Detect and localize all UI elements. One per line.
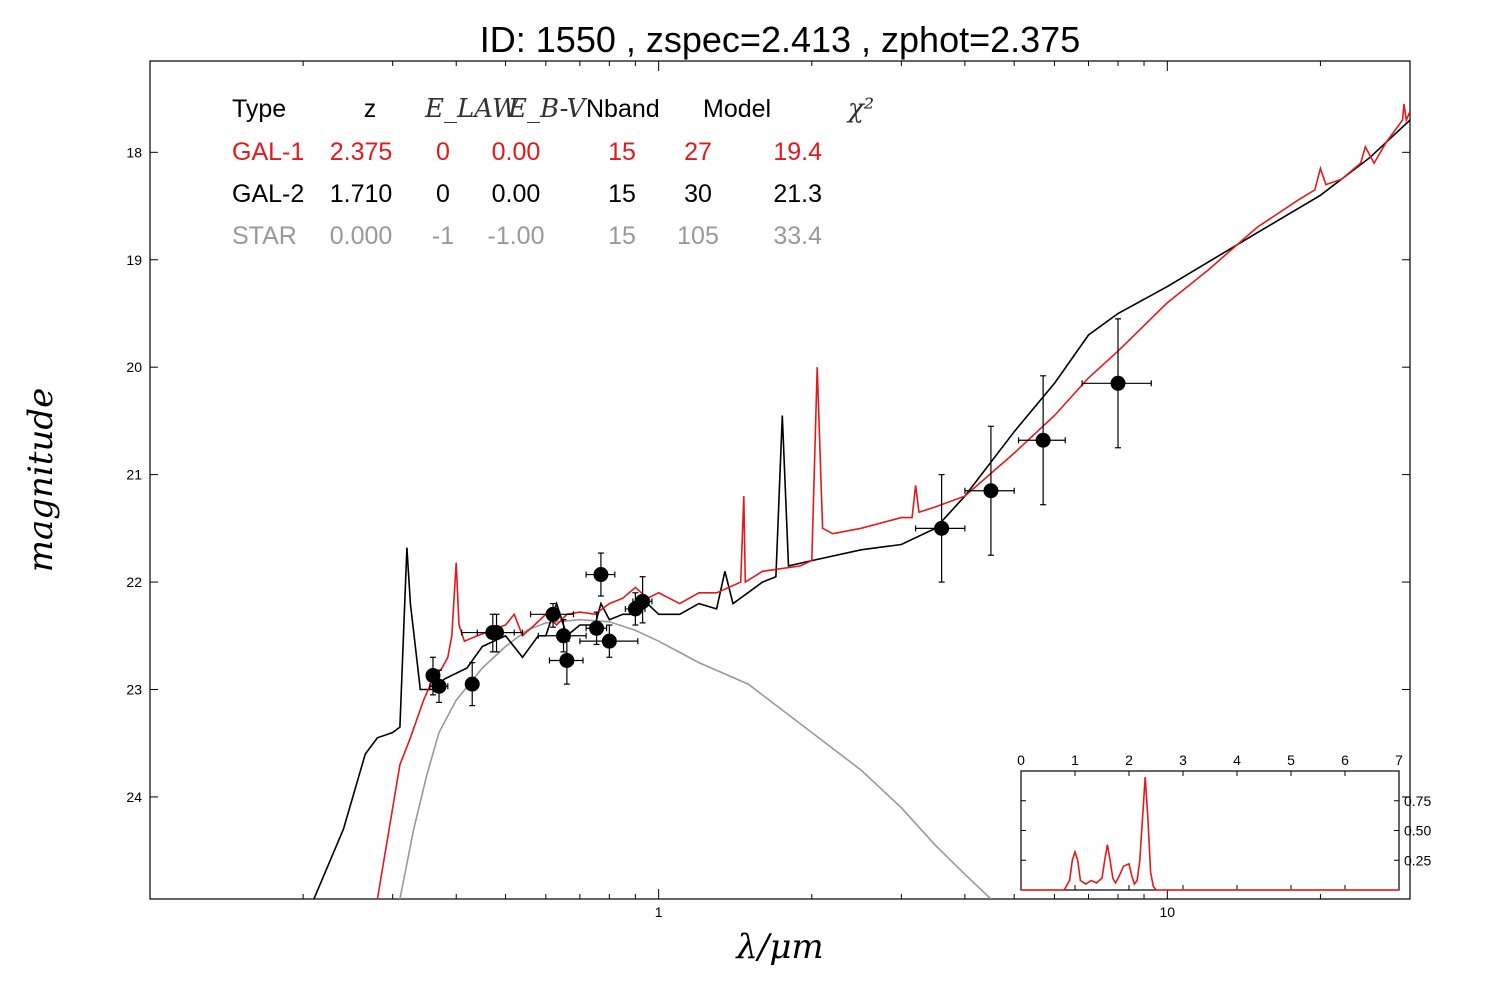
data-marker	[555, 628, 571, 644]
table-row: STAR 0.000 -1 -1.00 15 105 33.4	[232, 222, 822, 250]
photometry-point	[632, 576, 653, 624]
table-cell: 30	[684, 180, 712, 208]
table-cell: 105	[677, 222, 719, 250]
table-cell: 0.00	[492, 180, 541, 208]
table-cell: -1	[432, 222, 454, 250]
photometry-point	[429, 669, 449, 703]
y-tick-label: 24	[126, 789, 142, 805]
y-tick-label: 18	[126, 144, 142, 160]
inset-x-tick-label: 1	[1071, 752, 1079, 768]
data-marker	[593, 567, 609, 583]
chart-title: ID: 1550 , zspec=2.413 , zphot=2.375	[480, 19, 1080, 60]
inset-x-tick-label: 4	[1233, 752, 1241, 768]
table-row: GAL-2 1.710 0 0.00 15 30 21.3	[232, 180, 822, 208]
photometry-points	[425, 318, 1152, 707]
photometry-point	[915, 474, 966, 583]
inset-y-tick-label: 0.25	[1404, 852, 1431, 868]
inset-x-tick-label: 0	[1017, 752, 1025, 768]
table-cell: GAL-2	[232, 180, 304, 208]
data-marker	[464, 676, 480, 692]
photometry-point	[548, 640, 584, 685]
table-cell: 2.375	[330, 138, 393, 166]
y-tick-label: 23	[126, 682, 142, 698]
table-row: GAL-1 2.375 0 0.00 15 27 19.4	[232, 138, 822, 166]
table-cell: 21.3	[773, 180, 822, 208]
photometry-point	[529, 602, 575, 628]
table-header-z: z	[364, 95, 377, 123]
table-cell: 0	[436, 180, 450, 208]
data-marker	[545, 606, 561, 622]
table-cell: -1.00	[488, 222, 545, 250]
table-header-nband: Nband	[586, 95, 660, 123]
photometry-point	[1081, 318, 1152, 449]
y-tick-label: 20	[126, 359, 142, 375]
table-header-ebv: E_B-V	[507, 94, 587, 124]
data-marker	[489, 625, 505, 641]
series-line-gal-1	[376, 103, 1410, 899]
photometry-point	[476, 613, 515, 653]
pdz-line	[1021, 776, 1399, 891]
plot-frame	[149, 60, 1411, 900]
data-marker	[1110, 375, 1126, 391]
table-cell: 15	[608, 138, 636, 166]
inset-x-tick-label: 5	[1287, 752, 1295, 768]
photometry-point	[537, 619, 587, 653]
table-header-chi2: χ²	[846, 94, 874, 124]
inset-x-tick-label: 6	[1341, 752, 1349, 768]
photometry-point	[1017, 375, 1066, 506]
table-cell: 33.4	[773, 222, 822, 250]
y-axis-label: magnitude	[21, 388, 61, 573]
table-cell: 0.000	[330, 222, 393, 250]
table-cell: 0.00	[492, 138, 541, 166]
table-cell: GAL-1	[232, 138, 304, 166]
data-marker	[934, 520, 950, 536]
data-marker	[601, 633, 617, 649]
y-tick-label: 19	[126, 252, 142, 268]
photometry-point	[585, 611, 608, 645]
inset-y-tick-label: 0.50	[1404, 823, 1431, 839]
data-marker	[635, 593, 651, 609]
table-cell: 1.710	[330, 180, 393, 208]
inset-x-tick-label: 7	[1395, 752, 1403, 768]
x-tick-label: 1	[655, 904, 663, 920]
photometry-point	[579, 624, 639, 658]
table-header-model: Model	[703, 95, 771, 123]
data-marker	[1035, 432, 1051, 448]
table-cell: 15	[608, 222, 636, 250]
series-line-star	[399, 618, 992, 899]
table-cell: STAR	[232, 222, 297, 250]
inset-y-tick-label: 0.75	[1404, 793, 1431, 809]
data-marker	[559, 652, 575, 668]
inset-x-tick-label: 2	[1125, 752, 1133, 768]
x-tick-label: 10	[1160, 904, 1176, 920]
y-tick-label: 22	[126, 574, 142, 590]
table-header-elaw: E_LAW	[424, 94, 521, 124]
inset-frame	[1020, 770, 1400, 891]
table-cell: 19.4	[773, 138, 822, 166]
pdz-inset: 0 1 2 3 4 5 6 7 0.25 0.50 0.75	[1017, 752, 1431, 891]
x-axis-label: λ/μm	[734, 927, 823, 967]
photometry-point	[964, 425, 1015, 556]
table-cell: 15	[608, 180, 636, 208]
table-cell: 0	[436, 138, 450, 166]
data-marker	[983, 483, 999, 499]
data-marker	[431, 678, 447, 694]
photometry-point	[585, 552, 616, 597]
inset-x-tick-label: 3	[1179, 752, 1187, 768]
data-marker	[589, 620, 605, 636]
table-cell: 27	[684, 138, 712, 166]
photometry-point	[464, 662, 480, 707]
table-header-type: Type	[232, 95, 286, 123]
y-tick-label: 21	[126, 467, 142, 483]
